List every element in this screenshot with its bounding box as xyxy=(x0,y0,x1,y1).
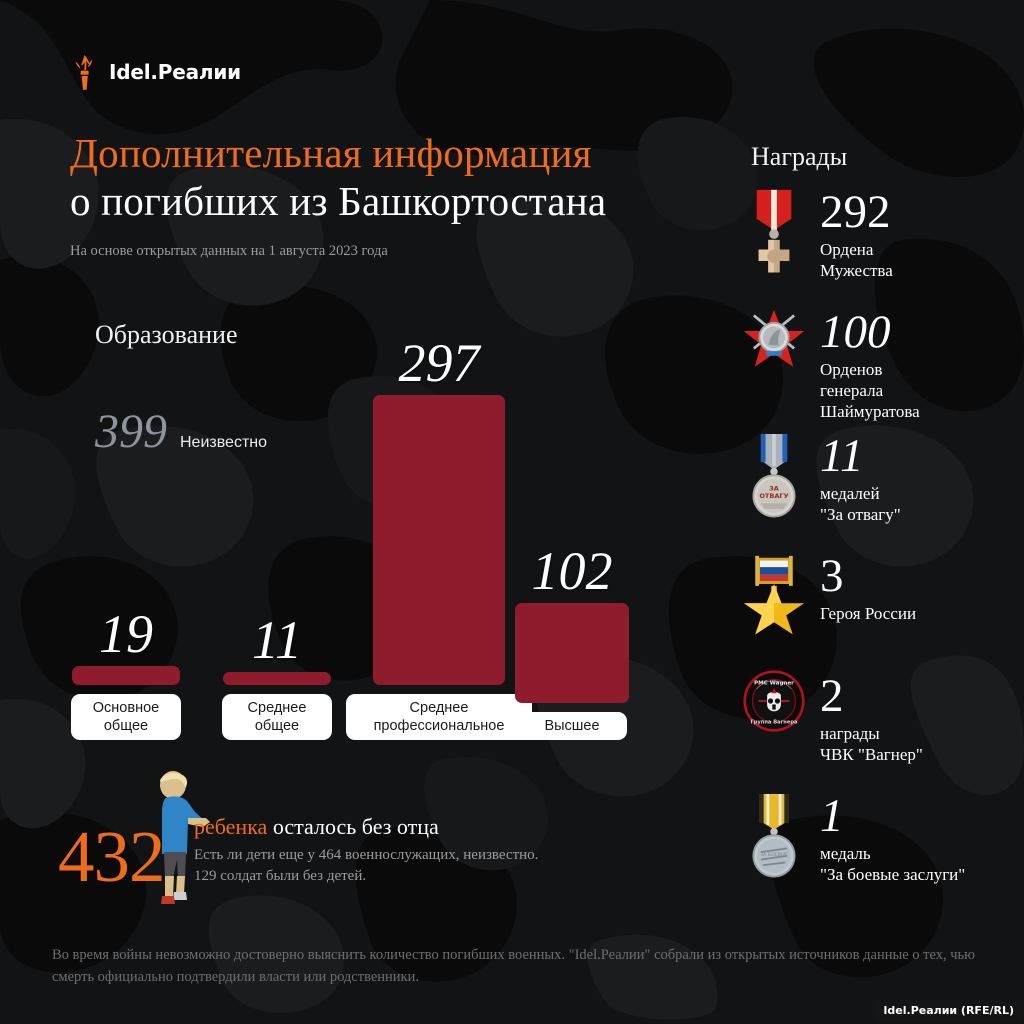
bar-rect xyxy=(373,395,505,685)
children-count: 432 xyxy=(58,816,165,897)
education-unknown-label: Неизвестно xyxy=(180,434,268,451)
children-headline-rest: осталось без отца xyxy=(267,814,439,839)
award-count: 292 xyxy=(820,186,891,238)
bar-column: 102 Высшее xyxy=(515,543,629,740)
award-count: 2 xyxy=(820,670,844,722)
medal-for-courage-icon: ЗА ОТВАГУ xyxy=(738,430,810,542)
page-title-line1: Дополнительная информация xyxy=(70,130,592,176)
bar-category-label: Среднее профессиональное xyxy=(346,694,532,740)
award-label: награды ЧВК "Вагнер" xyxy=(820,724,923,764)
education-bar-chart: 19 Основное общее 11 Среднее общее 297 Средне… xyxy=(60,300,680,740)
credit-badge: Idel.Реалии (RFE/RL) xyxy=(875,1000,1022,1022)
awards-section-title: Награды xyxy=(751,142,848,171)
bar-value-label: 102 xyxy=(531,541,613,601)
svg-text:PMC Wagner: PMC Wagner xyxy=(754,681,794,687)
award-label: Ордена Мужества xyxy=(820,240,893,280)
education-unknown-row: 399 Неизвестно xyxy=(95,408,267,456)
bar-column: 19 Основное общее xyxy=(71,604,181,740)
order-of-shaymuratov-icon xyxy=(738,306,810,418)
children-headline: ребенка осталось без отца xyxy=(194,814,439,840)
award-item: PMC Wagner Группа Вагнера 2 награды ЧВК "… xyxy=(738,670,1018,782)
award-count: 100 xyxy=(820,306,891,358)
order-of-courage-icon xyxy=(738,186,810,298)
footer-disclaimer: Во время войны невозможно достоверно выя… xyxy=(52,947,975,985)
award-body: 2 награды ЧВК "Вагнер" xyxy=(820,670,923,765)
svg-text:ЗА БОЕВЫЕ: ЗА БОЕВЫЕ xyxy=(760,852,788,858)
bar-category-label: Основное общее xyxy=(71,694,181,740)
bar-rect xyxy=(223,672,331,685)
bar-rect xyxy=(72,666,180,685)
award-body: 3 Героя России xyxy=(820,550,916,624)
award-item: 292 Ордена Мужества xyxy=(738,186,1018,298)
award-count: 11 xyxy=(820,430,864,482)
bar-value-label: 11 xyxy=(252,610,302,670)
award-body: 292 Ордена Мужества xyxy=(820,186,893,281)
bar-rect xyxy=(515,603,629,703)
svg-text:Группа Вагнера: Группа Вагнера xyxy=(750,719,798,725)
bar-column: 297 Среднее профессиональное xyxy=(346,333,532,740)
award-body: 100 Орденов генерала Шаймуратова xyxy=(820,306,920,422)
award-label: Орденов генерала Шаймуратова xyxy=(820,360,920,421)
page-title-line2: о погибших из Башкортостана xyxy=(70,178,607,224)
wagner-group-emblem-icon: PMC Wagner Группа Вагнера xyxy=(738,670,810,782)
bar-value-label: 297 xyxy=(398,333,480,393)
page-title: Дополнительная информация о погибших из … xyxy=(70,129,710,225)
awards-list: 292 Ордена Мужества 100 Орденов генерала Ш… xyxy=(738,186,1018,910)
torch-icon xyxy=(70,52,100,92)
bar-value-label: 19 xyxy=(99,604,153,664)
bar-column: 11 Среднее общее xyxy=(222,610,332,740)
award-item: ЗА ОТВАГУ 11 медалей "За отвагу" xyxy=(738,430,1018,542)
award-body: 1 медаль "За боевые заслуги" xyxy=(820,790,965,885)
award-item: 100 Орденов генерала Шаймуратова xyxy=(738,306,1018,422)
education-unknown-value: 399 xyxy=(95,405,167,458)
boy-photo xyxy=(140,768,220,913)
children-note: Есть ли дети еще у 464 военнослужащих, н… xyxy=(194,847,539,884)
award-label: Героя России xyxy=(820,604,917,623)
award-label: медаль "За боевые заслуги" xyxy=(820,844,966,884)
award-label: медалей "За отвагу" xyxy=(820,484,901,524)
award-item: 3 Героя России xyxy=(738,550,1018,662)
award-count: 3 xyxy=(820,550,844,602)
award-item: ЗА БОЕВЫЕ 1 медаль "За боевые заслуги" xyxy=(738,790,1018,902)
hero-of-russia-star-icon xyxy=(738,550,810,662)
bar-category-label: Высшее xyxy=(517,712,627,740)
award-body: 11 медалей "За отвагу" xyxy=(820,430,901,525)
site-logo[interactable]: Idel.Реалии xyxy=(70,52,241,92)
award-count: 1 xyxy=(820,790,844,842)
logo-text: Idel.Реалии xyxy=(109,60,241,84)
svg-text:ОТВАГУ: ОТВАГУ xyxy=(759,492,788,500)
bar-category-label: Среднее общее xyxy=(222,694,332,740)
data-source-note: На основе открытых данных на 1 августа 2… xyxy=(70,243,388,259)
education-section-title: Образование xyxy=(95,320,238,349)
medal-for-battle-merit-icon: ЗА БОЕВЫЕ xyxy=(738,790,810,902)
svg-text:ЗА: ЗА xyxy=(769,484,780,492)
children-headline-accent: ребенка xyxy=(194,814,268,839)
